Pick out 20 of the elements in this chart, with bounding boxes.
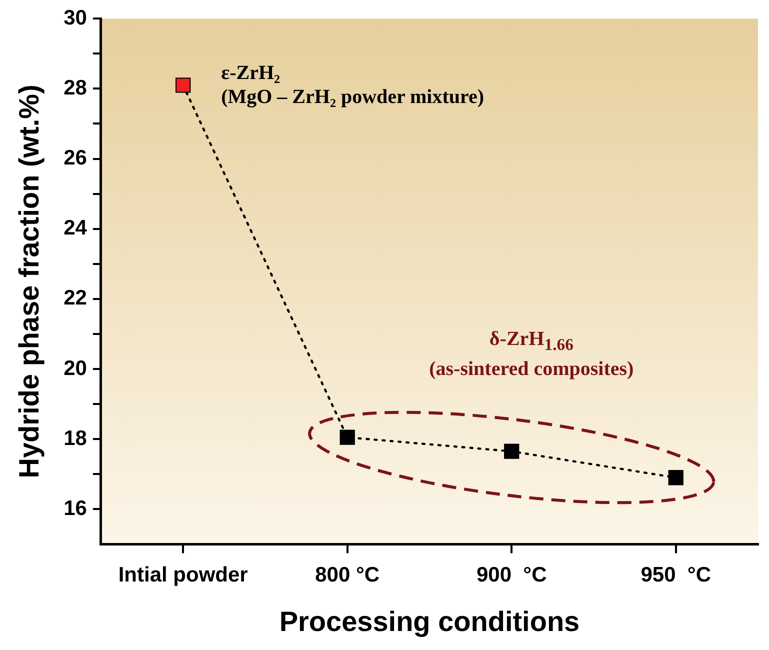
point <box>668 470 684 486</box>
x-tick-label: 950 °C <box>640 564 712 587</box>
y-tick-label: 16 <box>64 496 87 520</box>
x-tick-label: 800 °C <box>315 564 380 587</box>
x-axis-title: Processing conditions <box>279 606 580 637</box>
y-tick-label: 18 <box>64 426 88 450</box>
y-axis-title: Hydride phase fraction (wt.%) <box>14 84 45 478</box>
point <box>504 444 520 459</box>
point <box>340 430 355 445</box>
x-tick-label: 900 °C <box>476 564 547 587</box>
y-tick-label: 22 <box>64 286 87 310</box>
point <box>176 78 191 93</box>
annotation: ε-ZrH₂ (MgO – ZrH₂ powder mixture) <box>221 61 484 110</box>
y-tick-label: 28 <box>64 76 88 100</box>
x-tick-label: Intial powder <box>118 564 248 587</box>
y-tick-label: 20 <box>64 356 87 380</box>
y-tick-label: 26 <box>64 146 87 170</box>
y-tick-label: 30 <box>64 6 87 30</box>
y-tick-label: 24 <box>64 216 88 240</box>
annotation: δ-ZrH$_{1.66}$ (as-sintered composites) <box>429 327 634 382</box>
